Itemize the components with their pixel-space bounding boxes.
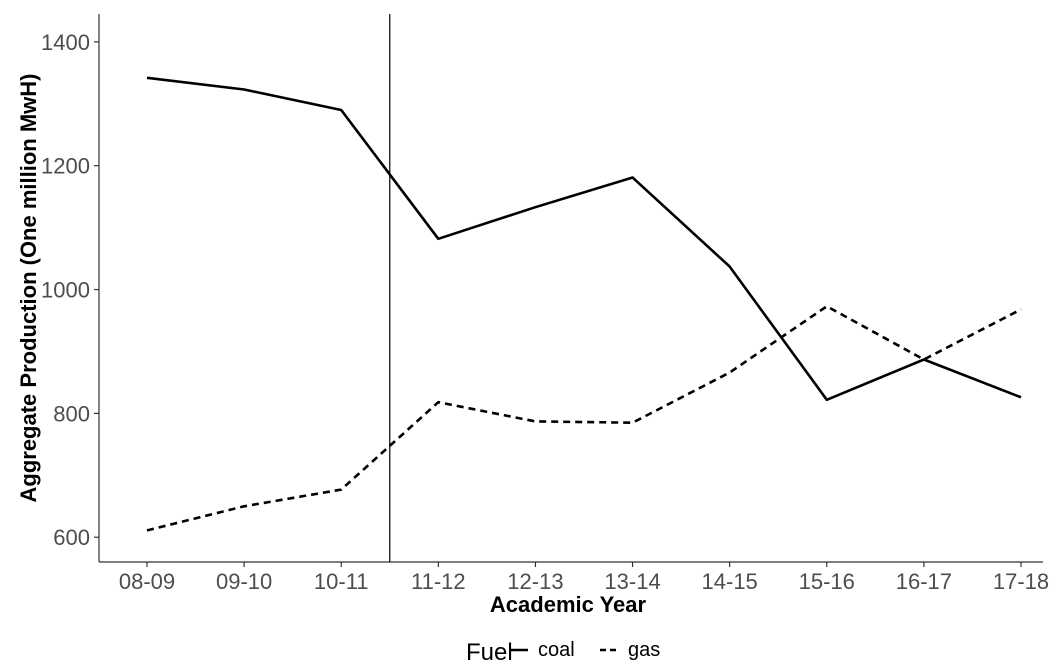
legend-label-gas: gas (628, 639, 660, 661)
x-tick-label: 16-17 (896, 569, 952, 594)
legend-title: Fuel (466, 639, 513, 664)
x-tick-label: 12-13 (507, 569, 563, 594)
y-tick-label: 1000 (41, 278, 90, 303)
x-tick-label: 15-16 (799, 569, 855, 594)
x-tick-label: 14-15 (702, 569, 758, 594)
series-line-gas (146, 304, 1022, 532)
x-tick-label: 08-09 (119, 569, 175, 594)
x-tick-label: 13-14 (604, 569, 660, 594)
x-axis-title: Academic Year (490, 592, 647, 617)
x-tick-label: 17-18 (993, 569, 1049, 594)
x-tick-label: 09-10 (216, 569, 272, 594)
series-line-coal (146, 76, 1022, 402)
y-tick-label: 800 (53, 401, 90, 426)
y-tick-label: 1400 (41, 30, 90, 55)
y-tick-label: 1200 (41, 154, 90, 179)
x-tick-label: 10-11 (314, 569, 369, 594)
y-tick-label: 600 (53, 525, 90, 550)
y-axis-title: Aggregate Production (One million MwH) (16, 74, 41, 503)
plot-area: 600 800 1000 1200 1400 08-09 09-10 10-11 11-12 12… (41, 14, 1049, 594)
legend: Fuel coal gas (466, 639, 660, 664)
legend-label-coal: coal (538, 639, 575, 661)
x-tick-label: 11-12 (411, 569, 466, 594)
